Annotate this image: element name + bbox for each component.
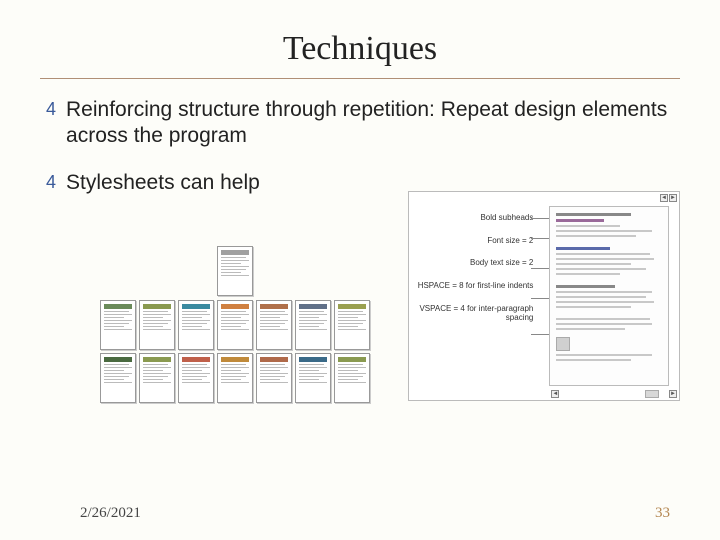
grid-row <box>80 353 390 403</box>
bullet-list: 4 Reinforcing structure through repetiti… <box>40 97 680 196</box>
callout-line <box>531 334 549 335</box>
bullet-marker-icon: 4 <box>46 172 56 193</box>
pages-grid-graphic <box>80 246 390 403</box>
page-thumbnail <box>178 300 214 350</box>
image-placeholder <box>556 337 570 351</box>
page-thumbnail <box>256 300 292 350</box>
annotation-labels: Bold subheads Font size = 2 Body text size… <box>413 214 533 337</box>
page-thumbnail <box>139 353 175 403</box>
slide-title: Techniques <box>40 30 680 74</box>
scrollbar-bottom: ◄ ► <box>551 390 677 398</box>
page-thumbnail <box>139 300 175 350</box>
page-thumbnail <box>334 353 370 403</box>
page-thumbnail <box>217 353 253 403</box>
page-thumbnail <box>256 353 292 403</box>
annotation-label: Body text size = 2 <box>413 259 533 268</box>
slide: Techniques 4 Reinforcing structure throu… <box>0 0 720 540</box>
arrow-right-icon: ► <box>669 194 677 202</box>
graphics-row: ◄ ► Bold subheads Font size = 2 Body text … <box>40 216 680 403</box>
page-thumbnail <box>100 353 136 403</box>
stylesheet-annotation-graphic: ◄ ► Bold subheads Font size = 2 Body text … <box>408 191 680 401</box>
arrow-left-icon: ◄ <box>660 194 668 202</box>
bullet-marker-icon: 4 <box>46 99 56 120</box>
callout-line <box>531 238 549 239</box>
annotation-label: Font size = 2 <box>413 237 533 246</box>
grid-row <box>80 300 390 350</box>
annotated-page <box>549 206 669 386</box>
page-thumbnail <box>217 300 253 350</box>
annotation-label: VSPACE = 4 for inter-paragraph spacing <box>413 305 533 323</box>
scroll-arrows-top: ◄ ► <box>660 194 677 202</box>
bullet-item: 4 Reinforcing structure through repetiti… <box>46 97 680 150</box>
page-thumbnail <box>178 353 214 403</box>
annotation-label: Bold subheads <box>413 214 533 223</box>
page-thumbnail <box>100 300 136 350</box>
arrow-right-icon: ► <box>669 390 677 398</box>
scroll-thumb <box>645 390 659 398</box>
bullet-text: Stylesheets can help <box>66 170 260 196</box>
slide-footer: 2/26/2021 33 <box>80 505 670 522</box>
callout-line <box>531 218 549 219</box>
footer-date: 2/26/2021 <box>80 505 141 522</box>
callout-line <box>531 298 549 299</box>
footer-page-number: 33 <box>655 505 670 522</box>
page-thumbnail <box>295 300 331 350</box>
page-thumbnail <box>334 300 370 350</box>
page-thumbnail <box>295 353 331 403</box>
callout-line <box>531 268 549 269</box>
bullet-text: Reinforcing structure through repetition… <box>66 97 680 150</box>
title-divider <box>40 78 680 79</box>
page-thumbnail <box>217 246 253 296</box>
arrow-left-icon: ◄ <box>551 390 559 398</box>
annotation-label: HSPACE = 8 for first-line indents <box>413 282 533 291</box>
